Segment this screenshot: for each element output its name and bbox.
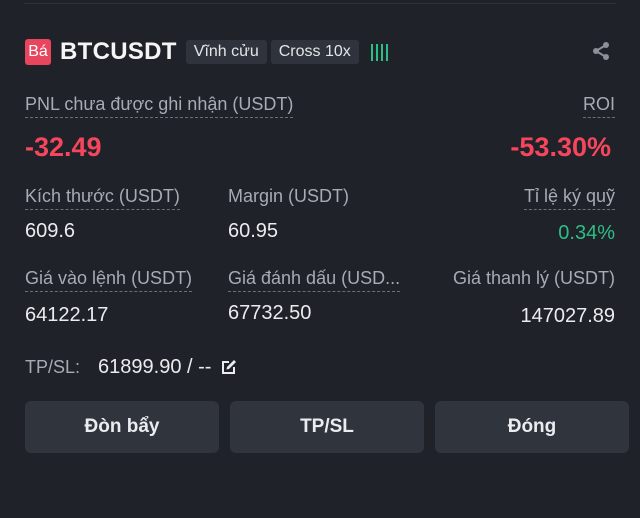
- unrealized-pnl-label[interactable]: PNL chưa được ghi nhận (USDT): [25, 94, 294, 118]
- tpsl-label: TP/SL:: [25, 356, 81, 377]
- tpsl-row: TP/SL: 61899.90 / --: [25, 352, 239, 382]
- tpsl-button[interactable]: TP/SL: [230, 401, 424, 453]
- margin-ratio-label[interactable]: Tỉ lệ ký quỹ: [523, 186, 615, 210]
- liquidation-price-value: 147027.89: [520, 305, 615, 327]
- contract-type-tag: Vĩnh cửu: [185, 40, 267, 64]
- side-badge: Bá: [25, 39, 51, 65]
- entry-price-value: 64122.17: [25, 304, 109, 326]
- margin-mode-tag[interactable]: Cross 10x: [270, 40, 359, 64]
- edit-icon[interactable]: [219, 357, 239, 377]
- margin-label: Margin (USDT): [228, 186, 350, 206]
- roi-label[interactable]: ROI: [582, 94, 615, 118]
- share-icon[interactable]: [591, 41, 611, 61]
- unrealized-pnl-value: -32.49: [25, 132, 102, 162]
- signal-bars-icon: [370, 43, 388, 61]
- symbol-title[interactable]: BTCUSDT: [60, 38, 177, 65]
- entry-price-label[interactable]: Giá vào lệnh (USDT): [25, 268, 193, 292]
- top-divider: [24, 3, 616, 4]
- close-position-button[interactable]: Đóng: [435, 401, 629, 453]
- mark-price-label[interactable]: Giá đánh dấu (USD...: [228, 268, 401, 292]
- size-value: 609.6: [25, 220, 76, 242]
- action-buttons: Đòn bẩy TP/SL Đóng: [25, 401, 629, 453]
- tpsl-value: 61899.90 / --: [98, 355, 212, 378]
- margin-ratio-value: 0.34%: [558, 222, 615, 244]
- roi-value: -53.30%: [510, 132, 611, 162]
- margin-value: 60.95: [228, 220, 279, 242]
- position-header: Bá BTCUSDT Vĩnh cửu Cross 10x: [25, 36, 615, 68]
- mark-price-value: 67732.50: [228, 302, 312, 324]
- leverage-button[interactable]: Đòn bẩy: [25, 401, 219, 453]
- size-label[interactable]: Kích thước (USDT): [25, 186, 180, 210]
- liquidation-price-label: Giá thanh lý (USDT): [452, 268, 615, 288]
